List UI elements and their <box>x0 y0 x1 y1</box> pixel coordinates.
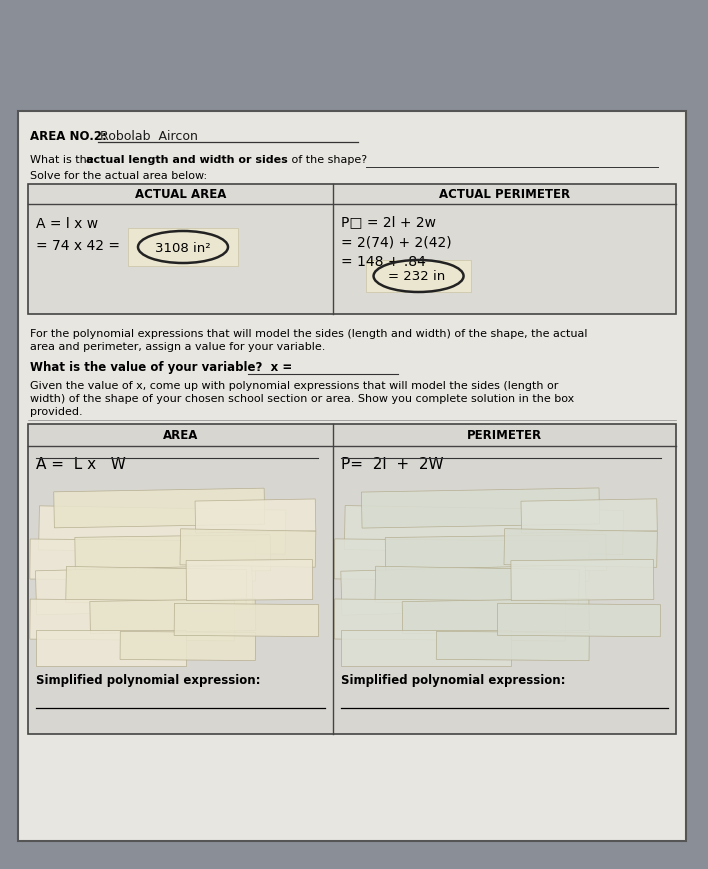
Bar <box>521 500 657 534</box>
Text: A =  L x   W: A = L x W <box>36 456 126 472</box>
Bar <box>28 185 676 315</box>
Text: = 2(74) + 2(42): = 2(74) + 2(42) <box>341 235 451 249</box>
Text: For the polynomial expressions that will model the sides (length and width) of t: For the polynomial expressions that will… <box>30 328 588 339</box>
Bar <box>90 599 256 634</box>
Text: Robolab  Aircon: Robolab Aircon <box>100 129 198 143</box>
Bar <box>54 488 265 528</box>
Text: Solve for the actual area below:: Solve for the actual area below: <box>30 171 207 181</box>
Bar <box>361 488 600 528</box>
Bar <box>365 261 471 293</box>
Bar <box>385 534 606 574</box>
Text: actual length and width or sides: actual length and width or sides <box>86 155 287 165</box>
Text: P□ = 2l + 2w: P□ = 2l + 2w <box>341 215 435 229</box>
Text: 3108 in²: 3108 in² <box>155 242 211 255</box>
Bar <box>39 507 286 554</box>
Text: = 74 x 42 =: = 74 x 42 = <box>36 239 120 253</box>
Text: = 148 + .84: = 148 + .84 <box>341 255 426 269</box>
Bar <box>341 630 511 667</box>
Bar <box>504 529 657 567</box>
Bar <box>30 600 234 641</box>
Bar <box>174 604 319 637</box>
Bar <box>436 632 589 661</box>
Bar <box>18 112 686 841</box>
Bar <box>334 600 566 641</box>
Text: PERIMETER: PERIMETER <box>467 429 542 442</box>
Text: AREA: AREA <box>163 429 198 442</box>
Bar <box>497 604 661 637</box>
Bar <box>28 425 676 734</box>
Text: area and perimeter, assign a value for your variable.: area and perimeter, assign a value for y… <box>30 342 326 352</box>
Bar <box>36 630 186 667</box>
Text: = 232 in: = 232 in <box>388 269 445 282</box>
Text: provided.: provided. <box>30 407 83 416</box>
Bar <box>186 560 313 600</box>
Bar <box>375 567 579 606</box>
Bar <box>402 599 589 634</box>
Text: P=  2l  +  2W: P= 2l + 2W <box>341 456 443 472</box>
Bar <box>195 500 316 534</box>
Text: Simplified polynomial expression:: Simplified polynomial expression: <box>36 673 261 687</box>
Bar <box>180 529 316 567</box>
Bar <box>75 535 270 574</box>
Text: AREA NO.2:: AREA NO.2: <box>30 129 107 143</box>
Text: Simplified polynomial expression:: Simplified polynomial expression: <box>341 673 565 687</box>
Text: What is the value of your variable?  x =: What is the value of your variable? x = <box>30 361 292 374</box>
Text: of the shape?: of the shape? <box>288 155 367 165</box>
Bar <box>511 560 653 601</box>
Bar <box>334 540 589 581</box>
Text: A = l x w: A = l x w <box>36 216 98 231</box>
Bar <box>128 229 238 267</box>
Bar <box>341 565 586 615</box>
Text: ACTUAL PERIMETER: ACTUAL PERIMETER <box>439 189 570 202</box>
Bar <box>120 632 256 660</box>
Text: What is the: What is the <box>30 155 97 165</box>
Bar <box>344 506 624 554</box>
Bar <box>30 540 256 581</box>
Text: width) of the shape of your chosen school section or area. Show you complete sol: width) of the shape of your chosen schoo… <box>30 394 574 403</box>
Text: Given the value of x, come up with polynomial expressions that will model the si: Given the value of x, come up with polyn… <box>30 381 559 390</box>
Text: ACTUAL AREA: ACTUAL AREA <box>135 189 226 202</box>
Bar <box>35 566 253 615</box>
Bar <box>66 567 246 606</box>
